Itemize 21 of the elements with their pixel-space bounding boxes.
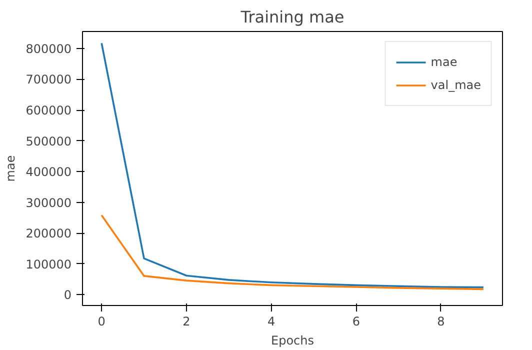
x-tick-label: 4 [267,314,276,328]
y-tick-label: 500000 [26,134,72,148]
line-series [100,42,484,288]
x-axis-title: Epochs [271,334,314,348]
line-series [100,214,484,290]
chart-title: Training mae [240,8,344,26]
y-tick-label: 200000 [26,226,72,241]
x-tick-label: 6 [352,314,360,328]
x-tick-label: 2 [182,314,190,328]
legend-label: mae [430,55,458,69]
x-tick-label: 0 [98,314,106,328]
y-tick-label: 300000 [26,196,72,210]
y-tick-label: 0 [64,288,72,302]
x-tick-label: 8 [437,314,445,328]
y-tick-label: 700000 [26,72,72,87]
legend-label: val_mae [430,78,481,92]
y-tick-label: 800000 [26,42,72,56]
y-axis-title: mae [4,155,18,182]
y-tick-label: 100000 [26,257,72,272]
y-tick-label: 400000 [26,165,72,180]
y-tick-label: 600000 [26,104,72,118]
